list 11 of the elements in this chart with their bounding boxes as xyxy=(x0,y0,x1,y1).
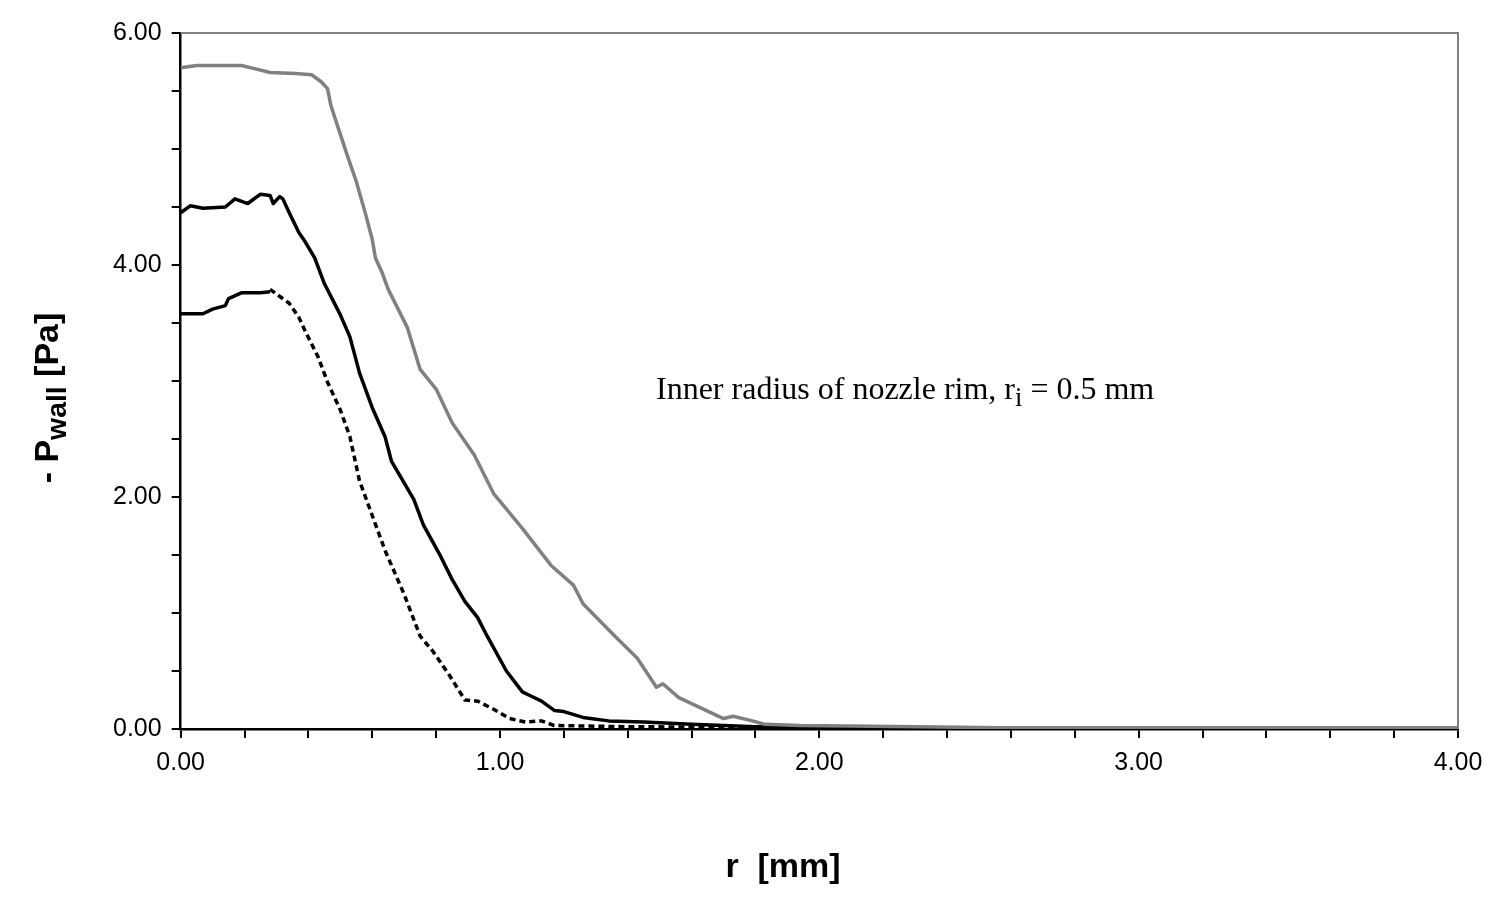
annotation: Inner radius of nozzle rim, r$_{i}$ = 0.5 mm xyxy=(656,370,1155,414)
x-tick-label: 3.00 xyxy=(1114,746,1163,775)
x-axis-title: r [mm] xyxy=(724,846,842,885)
x-tick-label: 2.00 xyxy=(794,746,844,775)
x-tick-label: 4.00 xyxy=(1433,746,1483,775)
y-tick-label: 0.00 xyxy=(112,712,162,741)
y-tick-label: 2.00 xyxy=(112,480,162,509)
y-tick-label: 4.00 xyxy=(112,248,162,277)
x-tick-label: 1.00 xyxy=(475,746,525,775)
y-tick-label: 6.00 xyxy=(112,16,162,45)
x-tick-label: 0.00 xyxy=(156,746,205,775)
